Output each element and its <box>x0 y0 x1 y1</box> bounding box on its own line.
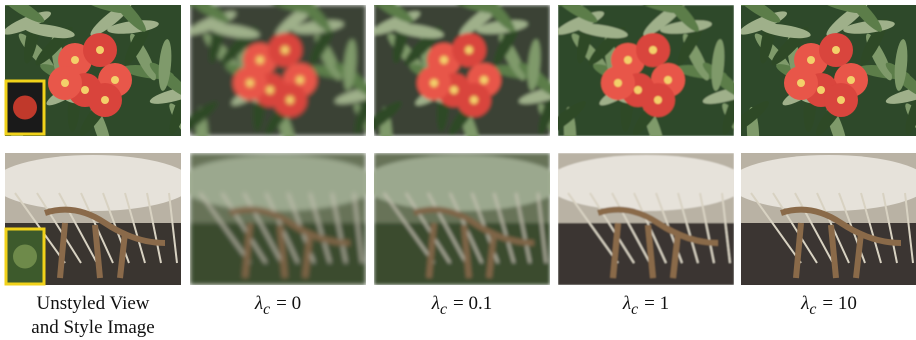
equals: = 1 <box>644 293 669 314</box>
caption: λc = 0 <box>190 292 366 322</box>
flower-image <box>343 0 574 159</box>
subscript: c <box>263 301 270 318</box>
equals: = 10 <box>822 293 856 314</box>
equals: = 0.1 <box>453 293 492 314</box>
caption-line: and Style Image <box>5 316 181 340</box>
interior-image <box>362 153 562 285</box>
flower-image <box>710 0 916 159</box>
interior-image <box>178 153 378 285</box>
figure: Unstyled View and Style Image λc= 0λc= 0… <box>0 0 916 339</box>
image-grid <box>0 0 916 290</box>
style-inset-detail <box>13 245 37 269</box>
flower-image <box>159 0 390 159</box>
subscript: c <box>809 301 816 318</box>
caption-line: Unstyled View <box>5 292 181 316</box>
caption: λc = 1 <box>558 292 734 322</box>
equals: = 0 <box>276 293 301 314</box>
flower-image <box>527 0 758 159</box>
interior-image <box>729 153 916 285</box>
caption: Unstyled View and Style Image <box>5 292 181 340</box>
symbol: λ <box>623 293 631 314</box>
caption: λc= 10 <box>741 292 916 322</box>
subscript: c <box>631 301 638 318</box>
subscript: c <box>440 301 447 318</box>
interior-image <box>546 153 746 285</box>
caption: λc = 0.1 <box>374 292 550 322</box>
symbol: λ <box>432 293 440 314</box>
style-inset-detail <box>13 96 37 120</box>
symbol: λ <box>255 293 263 314</box>
